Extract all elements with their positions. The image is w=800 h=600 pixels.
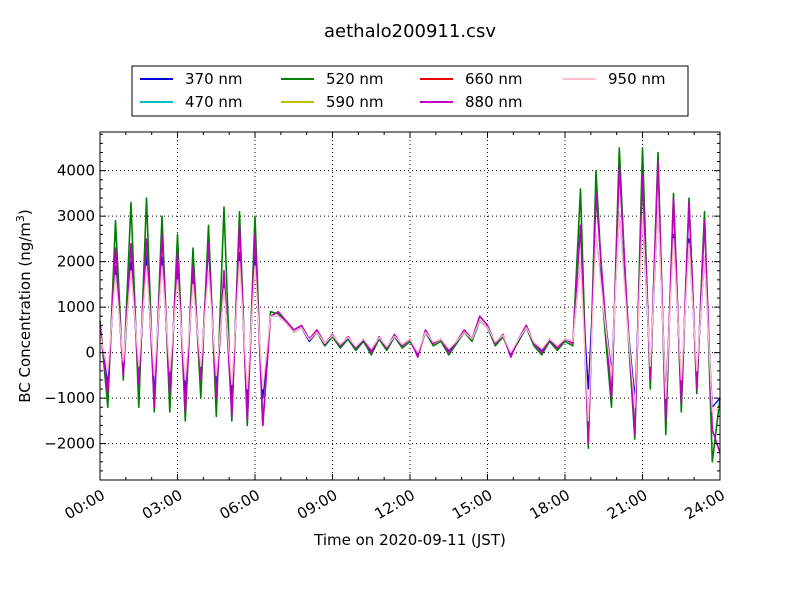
legend-box: [131, 65, 689, 117]
y-axis-label: BC Concentration (ng/m3): [14, 209, 34, 403]
x-tick-label: 18:00: [527, 486, 573, 523]
y-tick-label: −2000: [44, 435, 95, 453]
legend-label: 950 nm: [608, 70, 666, 88]
x-tick-label: 03:00: [139, 486, 185, 523]
y-tick-label: 0: [85, 344, 95, 362]
legend-label: 880 nm: [465, 93, 523, 111]
x-axis-label: Time on 2020-09-11 (JST): [313, 531, 506, 549]
axis-ticks: 00:00 03:00 06:00 09:00 12:00 15:00 18:00 21:00…: [44, 132, 728, 523]
x-tick-label: 06:00: [217, 486, 263, 523]
y-axis-label-sup: 3: [14, 215, 27, 222]
series-line-950nm: [99, 206, 721, 422]
legend-label: 660 nm: [465, 70, 523, 88]
series-layer: [99, 147, 721, 463]
y-tick-label: 3000: [57, 207, 95, 225]
y-tick-label: 1000: [57, 298, 95, 316]
y-tick-label: 2000: [57, 253, 95, 271]
legend-label: 590 nm: [326, 93, 384, 111]
legend: 370 nm 470 nm 520 nm 590 nm 660 nm 880 nm 950 …: [131, 65, 689, 117]
x-tick-label: 00:00: [62, 486, 108, 523]
chart-title: aethalo200911.csv: [324, 21, 496, 42]
y-axis-label-main: BC Concentration (ng/m: [16, 222, 34, 403]
legend-label: 520 nm: [326, 70, 384, 88]
x-tick-label: 15:00: [449, 486, 495, 523]
x-tick-label: 24:00: [682, 486, 728, 523]
y-tick-label: −1000: [44, 389, 95, 407]
y-axis-label-tail: ): [16, 209, 34, 215]
x-tick-label: 21:00: [604, 486, 650, 523]
x-tick-label: 09:00: [294, 486, 340, 523]
y-tick-label: 4000: [57, 162, 95, 180]
legend-label: 470 nm: [185, 93, 243, 111]
legend-label: 370 nm: [185, 70, 243, 88]
x-tick-label: 12:00: [372, 486, 418, 523]
